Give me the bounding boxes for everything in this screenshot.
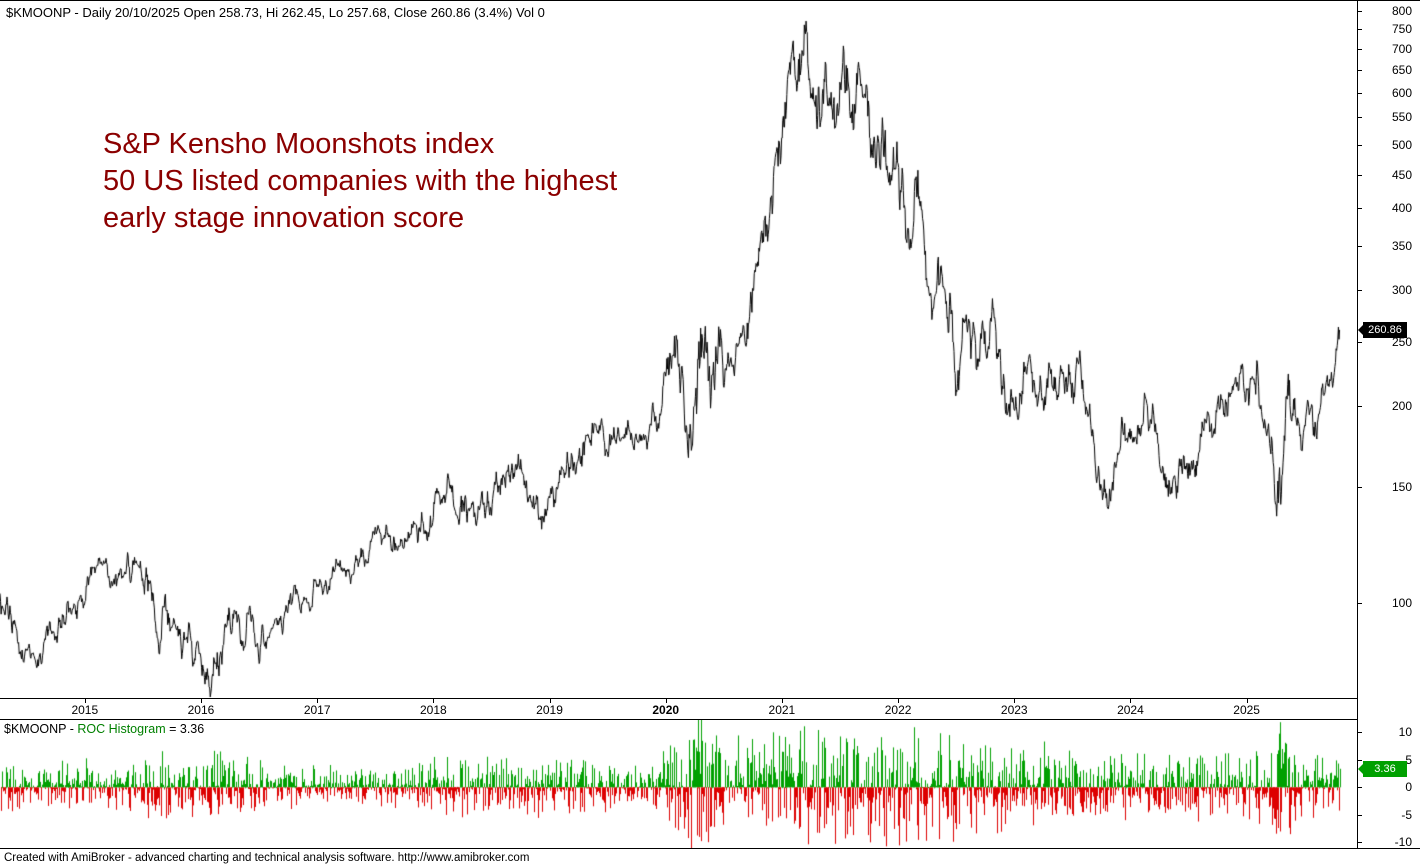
price-pane[interactable]: $KMOONP - Daily 20/10/2025 Open 258.73, … — [0, 1, 1357, 699]
time-axis-tick — [85, 699, 86, 703]
price-axis-label: 200 — [1391, 398, 1412, 413]
roc-axis-tick — [1358, 787, 1362, 788]
price-axis-label: 300 — [1391, 283, 1412, 298]
year-label-2021: 2021 — [768, 703, 796, 717]
roc-value-label: 3.36 — [179, 722, 205, 736]
price-axis-tick — [1358, 11, 1362, 12]
time-axis[interactable]: 2015 2016 2017 2018 2019 2020 2021 2022 2023 2024… — [0, 699, 1357, 720]
year-label-2020: 2020 — [652, 703, 680, 717]
price-axis-label: 500 — [1391, 137, 1412, 152]
time-axis-tick — [550, 699, 551, 703]
year-label-2025: 2025 — [1233, 703, 1260, 717]
time-axis-tick — [1130, 699, 1131, 703]
price-axis-tick — [1358, 290, 1362, 291]
status-bar: Created with AmiBroker - advanced charti… — [0, 848, 1420, 867]
roc-axis-label: 0 — [1405, 780, 1412, 795]
year-label-2015: 2015 — [71, 703, 99, 717]
axis-separator-line — [1357, 1, 1358, 848]
year-label-2017: 2017 — [303, 703, 331, 717]
roc-axis-tick — [1358, 732, 1362, 733]
chart-title: $KMOONP - Daily 20/10/2025 Open 258.73, … — [6, 5, 545, 20]
roc-axis-tick — [1358, 815, 1362, 816]
price-axis-tick — [1358, 406, 1362, 407]
time-axis-tick — [782, 699, 783, 703]
time-axis-tick — [666, 699, 667, 703]
annotation-line-3: early stage innovation score — [103, 202, 465, 234]
year-label-2019: 2019 — [536, 703, 563, 717]
price-chart-canvas[interactable] — [0, 1, 1357, 698]
price-axis-label: 350 — [1391, 239, 1412, 254]
time-axis-tick — [433, 699, 434, 703]
price-axis-tick — [1358, 29, 1362, 30]
price-axis-label: 600 — [1391, 85, 1412, 100]
roc-axis-label: 10 — [1398, 725, 1412, 740]
window-top-border — [0, 0, 1420, 1]
time-axis-tick — [317, 699, 318, 703]
price-axis-tick — [1358, 175, 1362, 176]
roc-axis-label: 5 — [1405, 752, 1412, 767]
price-axis[interactable]: 260.86 800 750 700 650 600 550 500 450 400 350 300… — [1358, 1, 1420, 699]
price-axis-tick — [1358, 246, 1362, 247]
roc-axis-label: -10 — [1394, 835, 1412, 850]
time-axis-tick — [1247, 699, 1248, 703]
roc-pane-title: $KMOONP - ROC Histogram = 3.36 — [4, 722, 204, 736]
price-axis-tick — [1358, 49, 1362, 50]
price-axis-label: 650 — [1391, 62, 1412, 77]
year-label-2024: 2024 — [1117, 703, 1144, 717]
price-axis-label: 400 — [1391, 201, 1412, 216]
roc-axis-tick — [1358, 842, 1362, 843]
year-label-2016: 2016 — [187, 703, 215, 717]
price-axis-label: 750 — [1391, 22, 1412, 37]
time-axis-tick — [898, 699, 899, 703]
price-axis-tick — [1358, 208, 1362, 209]
price-axis-tick — [1358, 603, 1362, 604]
price-axis-tick — [1358, 117, 1362, 118]
roc-title-equals: = — [165, 722, 180, 736]
annotation-line-1: S&P Kensho Moonshots index — [103, 128, 495, 160]
price-axis-tick — [1358, 93, 1362, 94]
price-axis-tick — [1358, 487, 1362, 488]
roc-axis-tick — [1358, 760, 1362, 761]
roc-symbol-label: $KMOONP — [4, 722, 67, 736]
time-axis-tick — [201, 699, 202, 703]
roc-value-marker: 3.36 — [1358, 760, 1407, 777]
year-label-2018: 2018 — [419, 703, 447, 717]
year-label-2023: 2023 — [1000, 703, 1028, 717]
year-label-2022: 2022 — [884, 703, 912, 717]
price-axis-label: 800 — [1391, 3, 1412, 18]
price-axis-label: 700 — [1391, 41, 1412, 56]
roc-title-separator: - — [66, 722, 78, 736]
price-axis-tick — [1358, 70, 1362, 71]
roc-indicator-label: ROC Histogram — [77, 722, 166, 736]
price-axis-label: 450 — [1391, 167, 1412, 182]
roc-pane[interactable]: $KMOONP - ROC Histogram = 3.36 — [0, 720, 1357, 848]
last-price-marker: 260.86 — [1358, 321, 1407, 338]
price-axis-label: 550 — [1391, 110, 1412, 125]
roc-axis-label: -5 — [1401, 807, 1412, 822]
annotation-line-2: 50 US listed companies with the highest — [103, 165, 618, 197]
price-axis-tick — [1358, 145, 1362, 146]
price-axis-label: 150 — [1391, 480, 1412, 495]
time-axis-tick — [1014, 699, 1015, 703]
price-axis-label: 100 — [1391, 595, 1412, 610]
price-axis-tick — [1358, 342, 1362, 343]
roc-axis[interactable]: 3.36 10 5 0 -5 -10 — [1358, 720, 1420, 850]
roc-histogram-canvas[interactable] — [0, 720, 1357, 848]
annotation-text: S&P Kensho Moonshots index 50 US listed … — [103, 126, 617, 237]
price-axis-label: 250 — [1391, 334, 1412, 349]
